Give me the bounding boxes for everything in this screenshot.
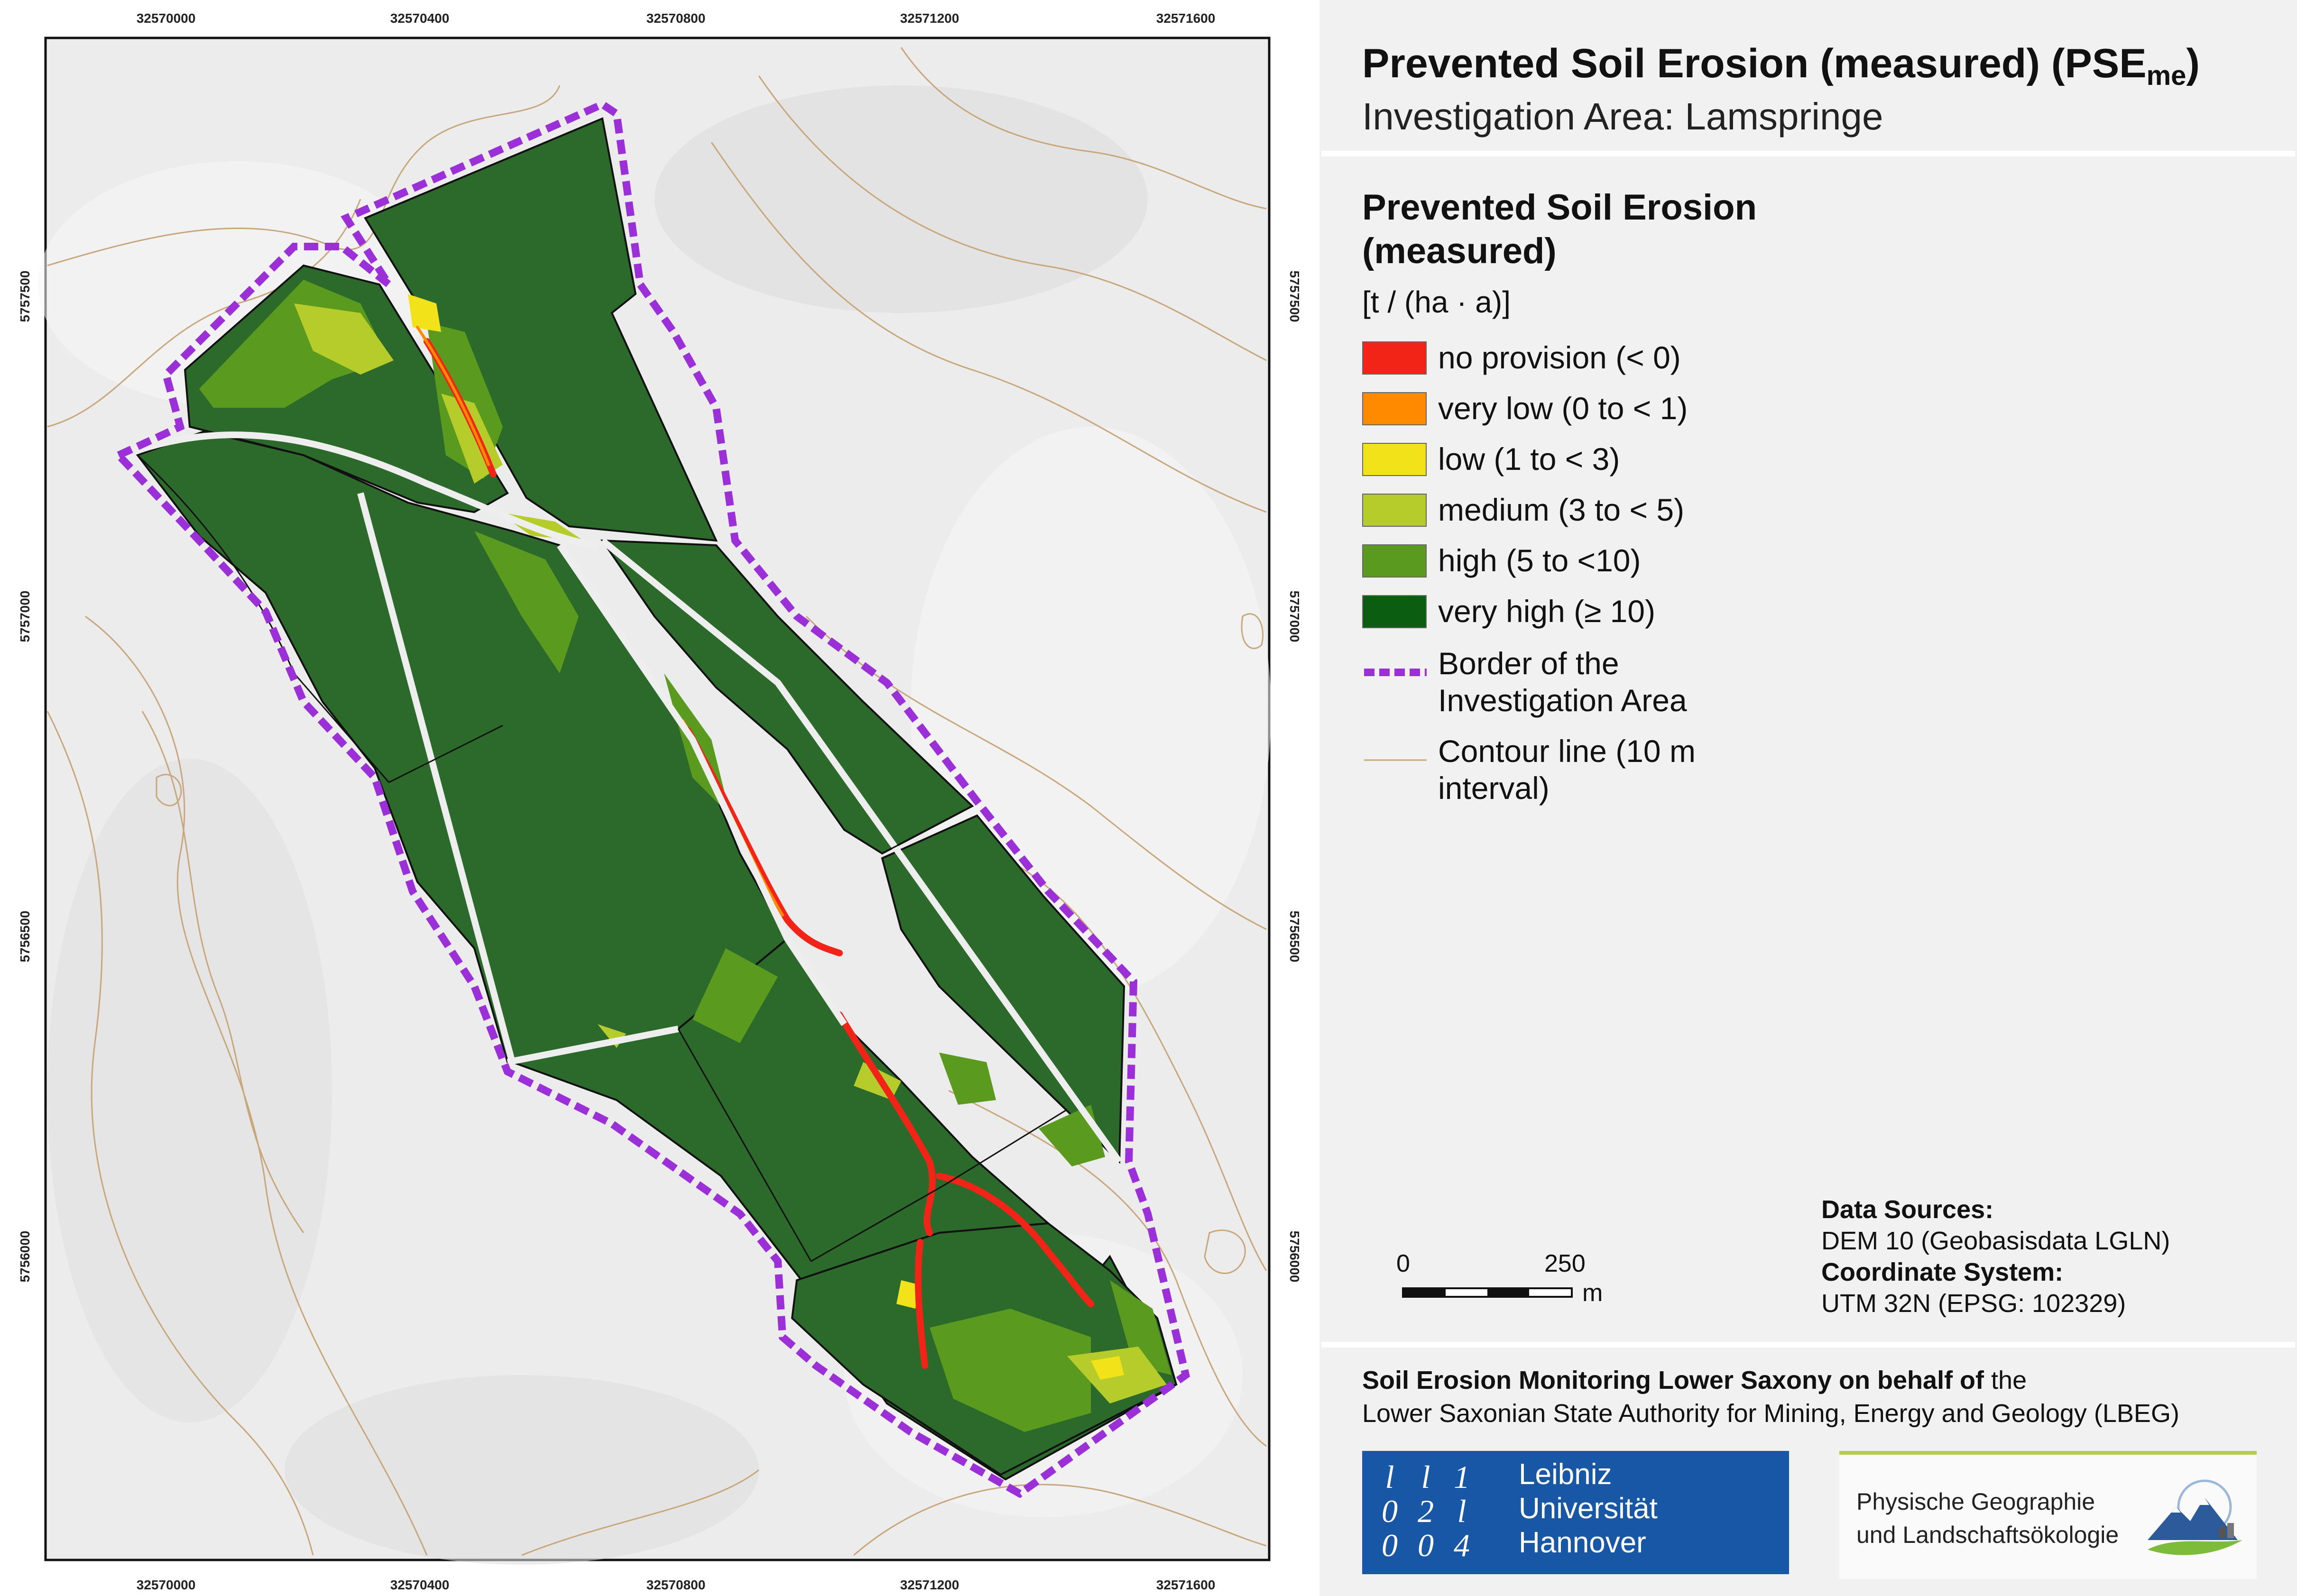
y-tick-left-label: 5757000 xyxy=(18,590,32,642)
x-tick-bottom-label: 32570000 xyxy=(137,1578,196,1592)
x-tick-top-label: 32570000 xyxy=(137,11,196,26)
crs-value: UTM 32N (EPSG: 102329) xyxy=(1821,1289,2126,1318)
x-ticks-bottom: 32570000 32570400 32570800 32571200 32571600 xyxy=(137,1578,1216,1592)
swatch-low xyxy=(1362,443,1427,476)
mountain-logo-icon xyxy=(2148,1479,2242,1555)
x-tick-bottom-label: 32571600 xyxy=(1156,1578,1216,1592)
y-tick-right-label: 5756500 xyxy=(1287,910,1302,962)
scale-bar-graphic xyxy=(1402,1287,1573,1298)
luh-word-3: Hannover xyxy=(1519,1526,1646,1559)
map-side-panel: Prevented Soil Erosion (measured) (PSEme… xyxy=(1319,0,2297,1596)
map-subtitle: Investigation Area: Lamspringe xyxy=(1362,95,1883,138)
x-tick-bottom-label: 32570800 xyxy=(646,1578,706,1592)
data-sources: Data Sources: DEM 10 (Geobasisdata LGLN)… xyxy=(1821,1194,2170,1319)
footer-line-1: Soil Erosion Monitoring Lower Saxony on … xyxy=(1362,1366,2027,1394)
field-south-east xyxy=(881,814,1125,1164)
luh-digit: 4 xyxy=(1454,1527,1470,1563)
swatch-very-high xyxy=(1362,595,1427,628)
swatch-no-provision xyxy=(1362,341,1427,375)
luh-digit: l xyxy=(1421,1460,1430,1495)
luh-digit: 0 xyxy=(1418,1527,1434,1563)
swatch-medium xyxy=(1362,494,1427,527)
luh-digit: 1 xyxy=(1454,1460,1470,1495)
x-tick-bottom-label: 32570400 xyxy=(390,1578,450,1592)
pg-word-1: Physische Geographie xyxy=(1856,1488,2095,1515)
sources-value: DEM 10 (Geobasisdata LGLN) xyxy=(1821,1227,2170,1255)
footer-line-2: Lower Saxonian State Authority for Minin… xyxy=(1362,1399,2179,1428)
luh-digit: 0 xyxy=(1382,1527,1398,1563)
legend-heading: Prevented Soil Erosion (measured) xyxy=(1362,187,1757,271)
y-tick-left-label: 5756500 xyxy=(18,910,32,962)
y-ticks-left: 5757500 5757000 5756500 5756000 xyxy=(18,270,32,1282)
crs-heading: Coordinate System: xyxy=(1821,1258,2064,1286)
x-tick-bottom-label: 32571200 xyxy=(900,1578,959,1592)
luh-word-2: Universität xyxy=(1519,1492,1658,1525)
scale-end: 250 xyxy=(1544,1250,1586,1277)
map-title-subscript: me xyxy=(2146,60,2186,91)
luh-digit: l xyxy=(1385,1460,1394,1495)
y-tick-right-label: 5757000 xyxy=(1287,590,1302,642)
legend-unit: [t / (ha · a)] xyxy=(1362,285,1511,319)
title-box: Prevented Soil Erosion (measured) (PSEme… xyxy=(1321,0,2295,156)
map-title: Prevented Soil Erosion (measured) (PSEme… xyxy=(1362,41,2200,91)
y-tick-right-label: 5756000 xyxy=(1287,1230,1302,1282)
footer-box: Soil Erosion Monitoring Lower Saxony on … xyxy=(1321,1348,2295,1596)
y-tick-left-label: 5756000 xyxy=(18,1230,32,1282)
swatch-contour xyxy=(1364,759,1427,761)
roads xyxy=(136,431,1122,1164)
pg-logo[interactable]: Physische Geographie und Landschaftsökol… xyxy=(1839,1451,2257,1579)
map-canvas[interactable]: 32570000 32570400 32570800 32571200 32571600… xyxy=(0,0,1319,1596)
hillshade xyxy=(38,85,1271,1565)
legend-box: Prevented Soil Erosion (measured) [t / (… xyxy=(1321,156,2295,1348)
y-ticks-right: 5757500 5757000 5756500 5756000 xyxy=(1287,270,1302,1282)
y-tick-left-label: 5757500 xyxy=(18,270,32,322)
x-tick-top-label: 32570800 xyxy=(646,11,706,26)
luh-word-1: Leibniz xyxy=(1519,1458,1612,1491)
x-tick-top-label: 32571200 xyxy=(900,11,959,26)
scale-bar: 0 250 m xyxy=(1396,1249,1606,1307)
swatch-border xyxy=(1364,669,1427,676)
scale-start: 0 xyxy=(1396,1250,1410,1277)
map-frame: 32570000 32570400 32570800 32571200 32571600… xyxy=(0,0,1319,1596)
scale-unit: m xyxy=(1582,1279,1603,1307)
y-tick-right-label: 5757500 xyxy=(1287,270,1302,322)
luh-digit: 2 xyxy=(1418,1493,1434,1529)
swatch-high xyxy=(1362,544,1427,578)
erosion-patches-low xyxy=(408,294,1124,1380)
contour-lines xyxy=(46,47,1267,1556)
investigation-area-border xyxy=(112,100,1190,1498)
x-tick-top-label: 32571600 xyxy=(1156,11,1216,26)
luh-digit: 0 xyxy=(1382,1493,1398,1529)
x-ticks-top: 32570000 32570400 32570800 32571200 32571600 xyxy=(137,11,1216,26)
x-tick-top-label: 32570400 xyxy=(390,11,450,26)
luh-digits: l l 10 2 l0 0 4 xyxy=(1382,1460,1470,1563)
swatch-very-low xyxy=(1362,392,1427,425)
pg-word-2: und Landschaftsökologie xyxy=(1856,1522,2119,1548)
luh-digit: l xyxy=(1458,1493,1467,1529)
sources-heading: Data Sources: xyxy=(1821,1195,1994,1224)
